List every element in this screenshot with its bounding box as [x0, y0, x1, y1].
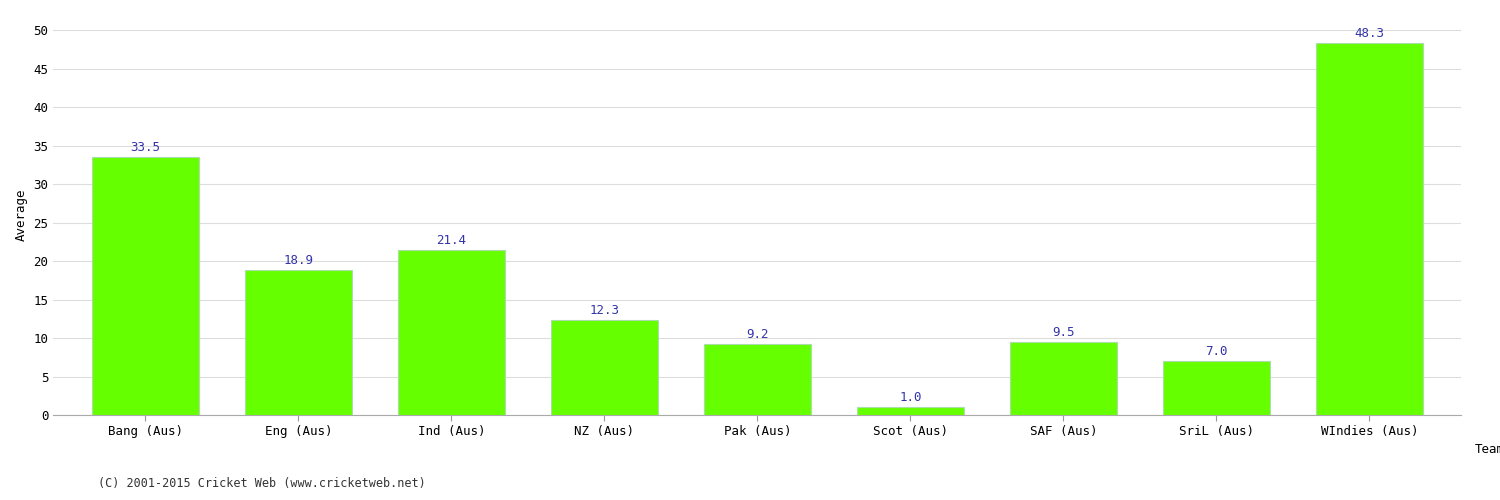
Bar [550, 320, 658, 415]
Text: (C) 2001-2015 Cricket Web (www.cricketweb.net): (C) 2001-2015 Cricket Web (www.cricketwe… [98, 477, 426, 490]
Bar [1010, 342, 1118, 415]
Bar [704, 344, 812, 415]
Bar [856, 408, 964, 415]
Text: 9.5: 9.5 [1052, 326, 1074, 339]
Text: 33.5: 33.5 [130, 141, 160, 154]
Text: 1.0: 1.0 [898, 392, 921, 404]
Text: 7.0: 7.0 [1204, 345, 1227, 358]
Bar [398, 250, 506, 415]
Y-axis label: Average: Average [15, 189, 28, 242]
Text: 48.3: 48.3 [1354, 28, 1384, 40]
Text: 12.3: 12.3 [590, 304, 620, 318]
Bar [1162, 361, 1270, 415]
Bar [92, 158, 200, 415]
Text: 18.9: 18.9 [284, 254, 314, 266]
Bar [244, 270, 352, 415]
Text: 21.4: 21.4 [436, 234, 466, 248]
Bar [1316, 44, 1424, 415]
Text: 9.2: 9.2 [746, 328, 768, 341]
X-axis label: Team: Team [1474, 443, 1500, 456]
